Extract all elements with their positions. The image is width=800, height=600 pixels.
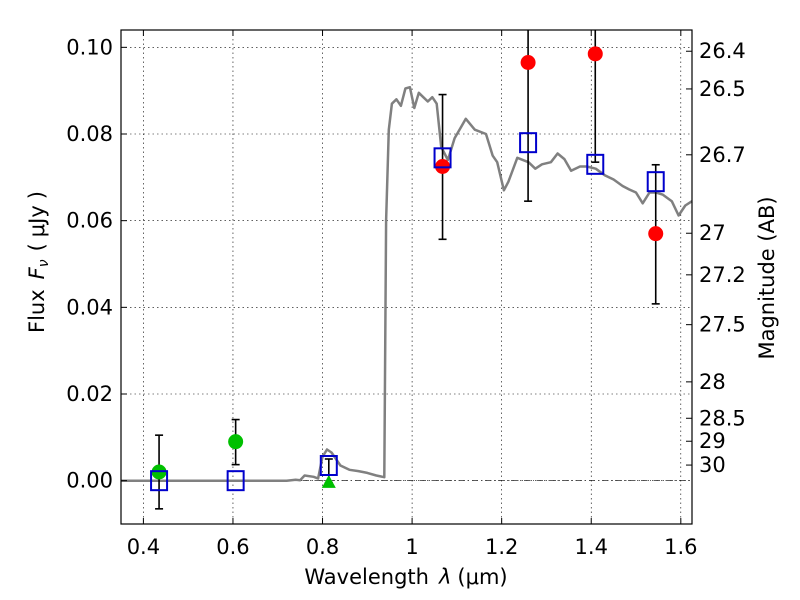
- model-flux-square: [646, 171, 665, 193]
- y-tick-label: 0.06: [66, 209, 113, 233]
- sed-model-layer: [121, 85, 693, 482]
- model-flux-square: [433, 147, 452, 169]
- x-tick-label: 0.4: [127, 535, 160, 559]
- y-tick-label: 0.10: [66, 35, 113, 59]
- y2-axis-title: Magnitude (AB): [755, 196, 779, 359]
- y-axis-title: Flux Fν ( μJy): [25, 191, 52, 333]
- mag-tick-label: 28: [699, 370, 726, 394]
- x-tick-label: 1.2: [485, 535, 518, 559]
- mag-tick-label: 28.5: [699, 406, 746, 430]
- x-tick-label: 1.4: [575, 535, 608, 559]
- model-flux-square: [150, 470, 169, 492]
- x-axis-title-text: Wavelength: [304, 565, 429, 589]
- data-markers: [150, 46, 665, 492]
- sed-model-curve: [121, 85, 693, 482]
- data-point-circle: [587, 46, 603, 62]
- x-tick-label: 0.8: [306, 535, 339, 559]
- y-axis-unit: μJy: [25, 205, 49, 237]
- x-axis-title: Wavelength λ (μm): [304, 565, 507, 589]
- x-tick-label: 0.6: [216, 535, 249, 559]
- ticks: 0.4 0.6 0.8 1 1.2 1.4 1.6 0.00 0.02 0.04 0.06 0.08 0…: [66, 30, 746, 559]
- model-flux-square: [226, 470, 245, 492]
- mag-tick-label: 30: [699, 453, 726, 477]
- y-axis-title-text: Flux: [25, 289, 49, 333]
- mag-tick-label: 27.2: [699, 263, 746, 287]
- y-tick-label: 0.08: [66, 122, 113, 146]
- data-point-circle: [648, 226, 664, 242]
- y-tick-label: 0.04: [66, 295, 113, 319]
- model-flux-square: [319, 455, 338, 476]
- x-tick-label: 1: [405, 535, 418, 559]
- mag-tick-label: 27.5: [699, 313, 746, 337]
- mag-tick-label: 29: [699, 429, 726, 453]
- data-point-triangle: [321, 474, 336, 488]
- plot-frame: [120, 29, 693, 525]
- mag-tick-label: 26.7: [699, 143, 746, 167]
- data-point-circle: [520, 55, 536, 70]
- y-tick-label: 0.02: [66, 382, 113, 406]
- y-axis-unit-close: ): [25, 191, 49, 199]
- y-axis-symbol-sub: ν: [36, 259, 52, 267]
- mag-tick-label: 27: [699, 221, 726, 245]
- y-axis-symbol: F: [25, 266, 49, 279]
- model-flux-square: [519, 132, 538, 154]
- error-bars: [155, 30, 660, 510]
- x-tick-label: 1.6: [664, 535, 697, 559]
- x-axis-unit: (μm): [457, 565, 507, 589]
- model-flux-square: [586, 153, 605, 175]
- mag-tick-label: 26.4: [699, 39, 746, 63]
- y-axis-unit-open: (: [25, 243, 49, 251]
- data-point-circle: [228, 434, 244, 450]
- x-axis-symbol: λ: [438, 565, 451, 589]
- y-tick-label: 0.00: [66, 469, 113, 493]
- mag-tick-label: 26.5: [699, 77, 746, 101]
